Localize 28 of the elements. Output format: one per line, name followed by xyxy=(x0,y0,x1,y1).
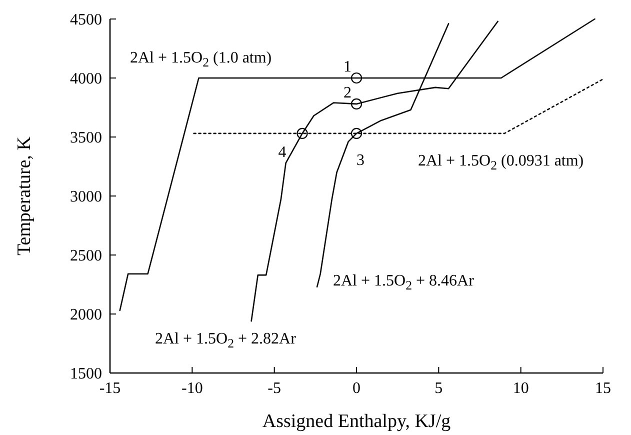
annotation: 2 xyxy=(344,84,352,102)
text: 2Al + 1.5O$_{2}$ + 2.82Ar xyxy=(155,330,297,350)
y-tick-label: 3500 xyxy=(70,130,102,147)
y-tick-label: 2000 xyxy=(70,306,102,324)
y-tick-label: 4500 xyxy=(70,12,102,29)
annotation: 1 xyxy=(344,58,352,76)
annotation: 3 xyxy=(356,152,364,170)
x-tick-label: -10 xyxy=(182,380,203,397)
y-tick-label: 3000 xyxy=(70,188,102,206)
y-tick-label: 4000 xyxy=(70,70,102,88)
point xyxy=(350,98,362,110)
point xyxy=(350,128,362,140)
point xyxy=(296,128,308,140)
y-tick-label: 2500 xyxy=(70,248,102,265)
series-label: 2Al + 1.5O$_{2}$ (1.0 atm) xyxy=(130,50,272,70)
x-axis-title: Assigned Enthalpy, KJ/g xyxy=(262,411,452,432)
annotation: 4 xyxy=(278,144,286,162)
series-label: 2Al + 1.5O$_{2}$ + 8.46Ar xyxy=(333,272,475,292)
x-tick-label: -5 xyxy=(268,380,281,397)
y-tick-label: 1500 xyxy=(70,366,102,383)
x-tick-label: -15 xyxy=(99,380,121,397)
point xyxy=(350,72,362,84)
x-tick-label: 5 xyxy=(434,380,443,397)
series-label: 2Al + 1.5O$_{2}$ (0.0931 atm) xyxy=(418,152,584,172)
y-axis-title: Temperature, K xyxy=(14,136,35,256)
x-tick-label: 0 xyxy=(352,380,360,397)
x-tick-label: 15 xyxy=(595,380,611,397)
x-tick-label: 10 xyxy=(512,380,529,397)
